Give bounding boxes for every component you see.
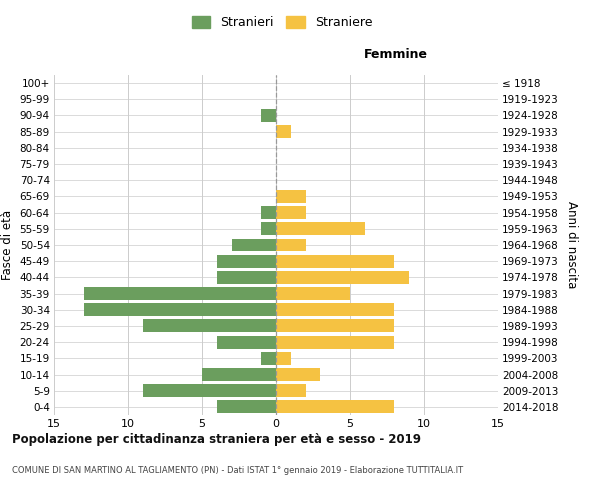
Y-axis label: Anni di nascita: Anni di nascita (565, 202, 578, 288)
Bar (143, 384, 276, 397)
Bar (202, 368, 276, 381)
Bar (217, 336, 276, 348)
Bar (276, 400, 394, 413)
Bar (276, 384, 305, 397)
Bar (83, 304, 276, 316)
Y-axis label: Fasce di età: Fasce di età (1, 210, 14, 280)
Bar (276, 206, 305, 219)
Legend: Stranieri, Straniere: Stranieri, Straniere (187, 11, 377, 34)
Bar (261, 222, 276, 235)
Bar (217, 254, 276, 268)
Text: Femmine: Femmine (364, 48, 428, 62)
Bar (276, 190, 305, 203)
Text: Popolazione per cittadinanza straniera per età e sesso - 2019: Popolazione per cittadinanza straniera p… (12, 432, 421, 446)
Bar (276, 222, 365, 235)
Bar (276, 271, 409, 284)
Bar (276, 336, 394, 348)
Bar (261, 352, 276, 365)
Bar (276, 304, 394, 316)
Bar (276, 368, 320, 381)
Bar (276, 238, 305, 252)
Bar (261, 109, 276, 122)
Bar (261, 206, 276, 219)
Bar (276, 352, 291, 365)
Bar (232, 238, 276, 252)
Bar (217, 271, 276, 284)
Bar (276, 287, 350, 300)
Bar (83, 287, 276, 300)
Bar (276, 320, 394, 332)
Bar (276, 254, 394, 268)
Bar (217, 400, 276, 413)
Text: COMUNE DI SAN MARTINO AL TAGLIAMENTO (PN) - Dati ISTAT 1° gennaio 2019 - Elabora: COMUNE DI SAN MARTINO AL TAGLIAMENTO (PN… (12, 466, 463, 475)
Bar (276, 125, 291, 138)
Bar (143, 320, 276, 332)
